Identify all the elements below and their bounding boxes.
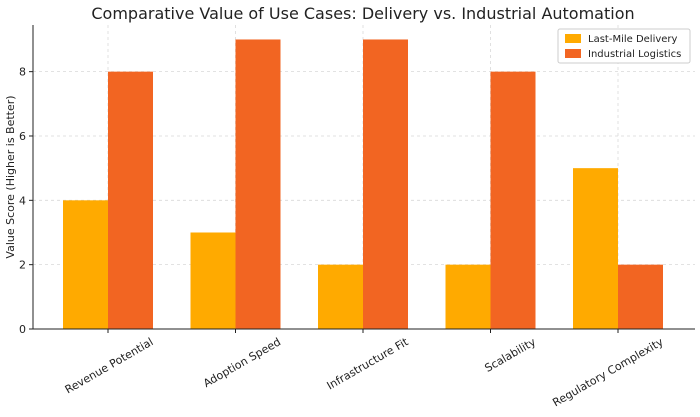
x-tick-label: Revenue Potential <box>63 335 156 396</box>
bar <box>618 264 663 329</box>
y-tick-label: 6 <box>19 130 26 143</box>
legend-box <box>557 28 691 64</box>
legend-label: Industrial Logistics <box>588 49 681 60</box>
x-tick-label: Adoption Speed <box>201 335 283 390</box>
legend-swatch <box>565 34 581 43</box>
bar <box>63 200 108 329</box>
bar <box>490 71 536 329</box>
y-axis-label: Value Score (Higher is Better) <box>4 95 17 258</box>
bar <box>445 264 491 329</box>
x-tick-label: Regulatory Complexity <box>550 335 665 409</box>
bar <box>318 264 363 329</box>
bar <box>573 168 618 329</box>
y-tick-label: 8 <box>19 66 26 79</box>
bar <box>363 39 408 329</box>
bar <box>190 232 236 329</box>
y-tick-label: 0 <box>19 323 26 336</box>
x-tick-label: Infrastructure Fit <box>325 335 411 392</box>
bar <box>235 39 281 329</box>
legend-swatch <box>565 49 581 58</box>
y-tick-label: 2 <box>19 259 26 272</box>
y-tick-label: 4 <box>19 194 26 207</box>
chart-title: Comparative Value of Use Cases: Delivery… <box>91 4 634 23</box>
x-tick-label: Scalability <box>483 335 539 375</box>
legend: Last-Mile Delivery Industrial Logistics <box>557 28 691 64</box>
legend-label: Last-Mile Delivery <box>588 34 678 45</box>
bar <box>108 71 153 329</box>
